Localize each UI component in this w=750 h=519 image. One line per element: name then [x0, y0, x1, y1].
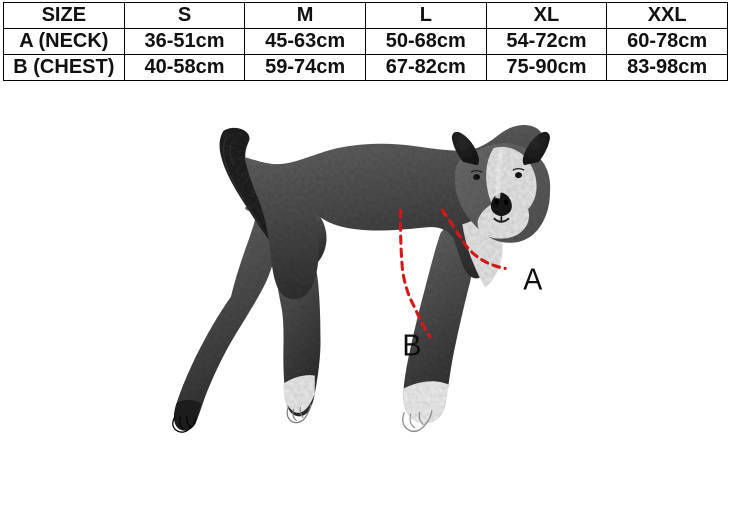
svg-text:A: A: [523, 263, 542, 297]
svg-text:B: B: [402, 329, 421, 363]
